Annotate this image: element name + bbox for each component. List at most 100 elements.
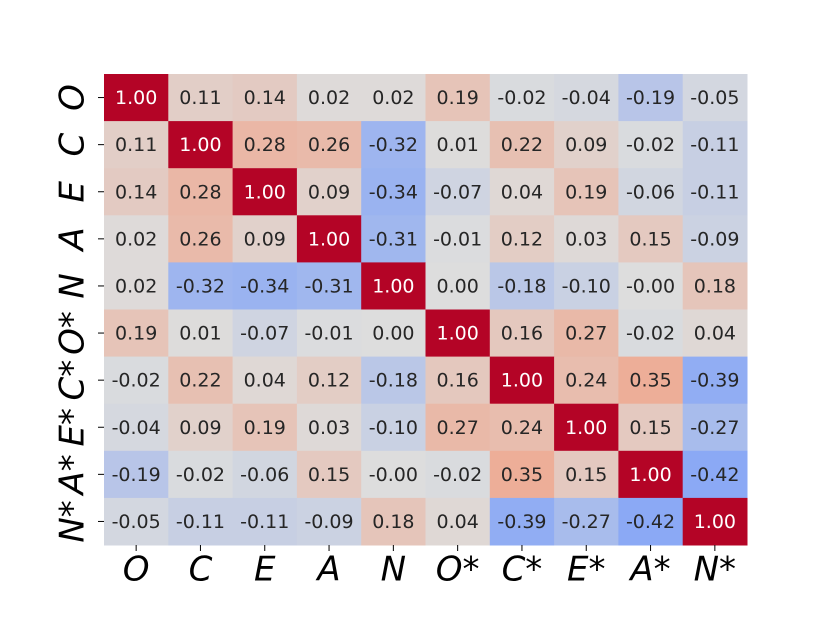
cell-value-label: -0.18: [497, 275, 546, 297]
heatmap-cell: [232, 309, 298, 358]
heatmap-cell: [168, 497, 234, 546]
cell-value-label: -0.01: [433, 228, 482, 250]
cell-value-label: -0.31: [369, 228, 418, 250]
cell-value-label: 1.00: [436, 323, 478, 345]
heatmap-cell: [168, 309, 234, 358]
heatmap-cell: [104, 262, 169, 310]
cell-value-label: 0.15: [565, 464, 607, 486]
heatmap-cell: [618, 215, 684, 263]
cell-value-label: 0.09: [179, 417, 221, 439]
cell-value-label: 0.16: [501, 323, 543, 345]
heatmap-cell: [489, 356, 555, 405]
cell-value-label: -0.32: [176, 275, 225, 297]
cell-value-label: 0.28: [244, 134, 286, 156]
heatmap-cell: [618, 262, 684, 310]
heatmap-cell: [489, 215, 555, 263]
cell-value-label: 0.09: [308, 181, 350, 203]
heatmap-cell: [232, 168, 298, 216]
heatmap-cell: [361, 497, 426, 546]
cell-value-label: -0.18: [369, 370, 418, 392]
heatmap-cell: [554, 403, 619, 452]
x-tick-label: O: [123, 550, 150, 590]
cell-value-label: 0.19: [436, 87, 478, 109]
cell-value-label: -0.04: [112, 417, 161, 439]
heatmap-cell: [232, 403, 298, 452]
heatmap-cell: [618, 168, 684, 216]
heatmap-cell: [489, 497, 555, 546]
heatmap-cell: [618, 403, 684, 452]
heatmap-cell: [232, 497, 298, 546]
x-tick-label: E: [254, 550, 276, 590]
cell-value-label: -0.19: [112, 464, 161, 486]
cell-value-label: -0.32: [369, 134, 418, 156]
y-tick-label: C*: [53, 360, 93, 401]
heatmap-cell: [296, 168, 362, 216]
heatmap-cell: [361, 309, 426, 358]
heatmap-cell: [618, 309, 684, 358]
heatmap-cell: [296, 497, 362, 546]
cell-value-label: 0.12: [308, 370, 350, 392]
x-tick-label: C*: [502, 550, 543, 590]
heatmap-cell: [104, 74, 169, 122]
cell-value-label: 1.00: [372, 275, 414, 297]
heatmap-cell: [104, 168, 169, 216]
heatmap-cell: [232, 450, 298, 499]
heatmap-cell: [361, 356, 426, 405]
heatmap-cell: [618, 356, 684, 405]
y-tick-label: E*: [53, 408, 93, 446]
cell-value-label: -0.27: [690, 417, 739, 439]
heatmap-cell: [682, 215, 748, 263]
heatmap-cell: [425, 215, 491, 263]
cell-value-label: 0.04: [436, 511, 478, 533]
cell-value-label: -0.05: [112, 511, 161, 533]
heatmap-cell: [554, 262, 619, 310]
cell-value-label: -0.11: [176, 511, 225, 533]
heatmap-cell: [232, 74, 298, 122]
cell-value-label: 0.15: [629, 228, 671, 250]
cell-value-label: -0.19: [626, 87, 675, 109]
heatmap-cell: [618, 121, 684, 169]
cell-value-label: -0.02: [112, 370, 161, 392]
cell-value-label: 1.00: [179, 134, 221, 156]
heatmap-cell: [554, 450, 619, 499]
cell-value-label: 1.00: [308, 228, 350, 250]
heatmap-cell: [682, 309, 748, 358]
cell-value-label: 0.19: [565, 181, 607, 203]
y-tick-label: N*: [53, 500, 93, 542]
heatmap-cell: [425, 497, 491, 546]
heatmap-cell: [104, 121, 169, 169]
heatmap-cell: [104, 215, 169, 263]
cell-value-label: -0.34: [369, 181, 418, 203]
cell-value-label: 0.09: [244, 228, 286, 250]
heatmap-cell: [554, 121, 619, 169]
heatmap-cell: [296, 403, 362, 452]
heatmap-cell: [682, 497, 748, 546]
heatmap-cell: [489, 74, 555, 122]
heatmap-cell: [232, 215, 298, 263]
cell-value-label: 0.04: [501, 181, 543, 203]
cell-value-label: 1.00: [694, 511, 736, 533]
cell-value-label: -0.42: [690, 464, 739, 486]
cell-value-label: -0.09: [690, 228, 739, 250]
heatmap-cell: [168, 74, 234, 122]
x-tick-label: O*: [436, 550, 480, 590]
cell-value-label: 0.19: [115, 323, 157, 345]
cell-value-label: -0.09: [304, 511, 353, 533]
y-tick-label: E: [53, 180, 93, 202]
cell-value-label: 0.03: [565, 228, 607, 250]
heatmap-cell: [361, 215, 426, 263]
heatmap-cell: [682, 403, 748, 452]
cell-value-label: 0.26: [308, 134, 350, 156]
heatmap-cell: [168, 450, 234, 499]
heatmap-cell: [168, 403, 234, 452]
heatmap-cell: [232, 356, 298, 405]
cell-value-label: -0.07: [240, 323, 289, 345]
heatmap-cell: [361, 121, 426, 169]
cell-value-label: 0.00: [436, 275, 478, 297]
cell-value-label: -0.11: [690, 181, 739, 203]
heatmap-cell: [489, 403, 555, 452]
cell-value-label: -0.02: [176, 464, 225, 486]
cell-value-label: 0.18: [694, 275, 736, 297]
y-tick-label: O*: [53, 311, 93, 355]
heatmap-cell: [361, 262, 426, 310]
